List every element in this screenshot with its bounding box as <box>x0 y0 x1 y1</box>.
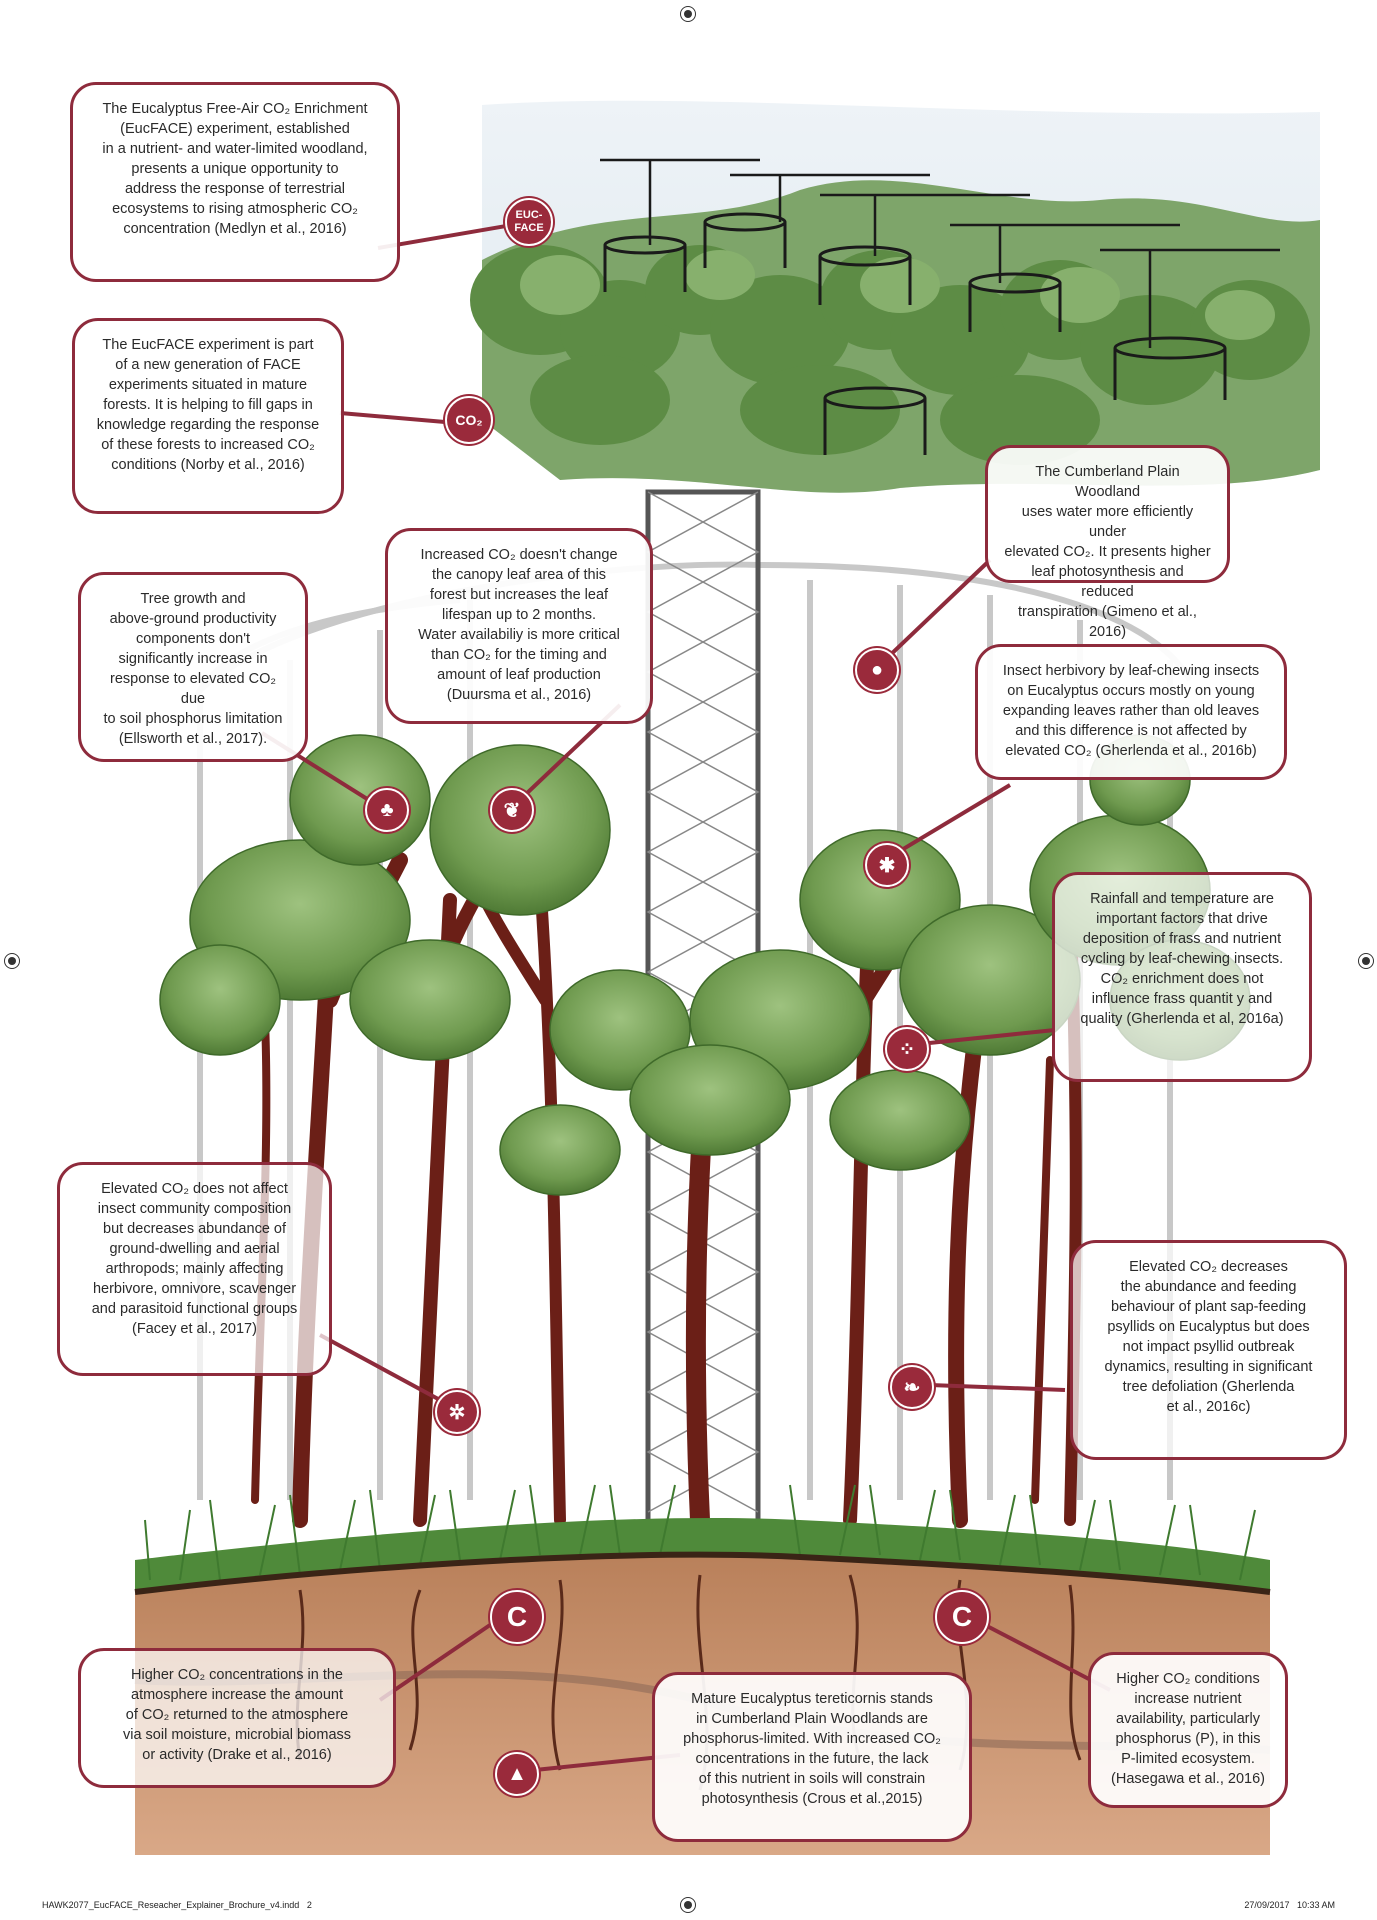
callout-text: Higher CO₂ conditions increase nutrient … <box>1111 1671 1265 1787</box>
registration-mark-left <box>4 953 20 969</box>
callout-text: Elevated CO₂ decreases the abundance and… <box>1104 1259 1313 1415</box>
callout-text: Rainfall and temperature are important f… <box>1080 891 1284 1027</box>
callout-text: Insect herbivory by leaf-chewing insects… <box>1002 663 1260 759</box>
ant-icon: ✲ <box>435 1390 479 1434</box>
callout-text: The Cumberland Plain Woodland uses water… <box>1004 464 1211 640</box>
callout-insect-community: Elevated CO₂ does not affect insect comm… <box>57 1162 332 1376</box>
tree-icon: ♣ <box>365 788 409 832</box>
callout-tree-growth: Tree growth and above-ground productivit… <box>78 572 308 762</box>
callout-text: Increased CO₂ doesn't change the canopy … <box>418 547 620 703</box>
callout-canopy-leaf: Increased CO₂ doesn't change the canopy … <box>385 528 653 724</box>
callout-new-generation: The EucFACE experiment is part of a new … <box>72 318 344 514</box>
eucface-badge-icon: EUC- FACE <box>505 198 553 246</box>
callout-nutrient-availability: Higher CO₂ conditions increase nutrient … <box>1088 1652 1288 1808</box>
water-drop-icon: ● <box>855 648 899 692</box>
callout-text: The Eucalyptus Free-Air CO₂ Enrichment (… <box>102 101 368 237</box>
callout-frass: Rainfall and temperature are important f… <box>1052 872 1312 1082</box>
callout-text: Tree growth and above-ground productivit… <box>103 591 283 747</box>
soil-pile-icon: ▲ <box>495 1752 539 1796</box>
callout-text: Mature Eucalyptus tereticornis stands in… <box>683 1691 941 1807</box>
carbon-left-icon: C <box>490 1590 544 1644</box>
callout-psyllids: Elevated CO₂ decreases the abundance and… <box>1070 1240 1347 1460</box>
callout-eucface-intro: The Eucalyptus Free-Air CO₂ Enrichment (… <box>70 82 400 282</box>
callout-text: The EucFACE experiment is part of a new … <box>96 337 320 473</box>
callout-insect-herbivory: Insect herbivory by leaf-chewing insects… <box>975 644 1287 780</box>
registration-mark-bottom <box>680 1897 696 1913</box>
callout-text: Elevated CO₂ does not affect insect comm… <box>91 1181 298 1337</box>
callout-water-efficiency: The Cumberland Plain Woodland uses water… <box>985 445 1230 640</box>
callout-soil-co2: Higher CO₂ concentrations in the atmosph… <box>78 1648 396 1788</box>
registration-mark-top <box>680 6 696 22</box>
carbon-right-icon: C <box>935 1590 989 1644</box>
footer-filename: HAWK2077_EucFACE_Reseacher_Explainer_Bro… <box>42 1900 312 1910</box>
aerial-scene <box>470 100 1320 493</box>
callout-phosphorus-limited: Mature Eucalyptus tereticornis stands in… <box>652 1672 972 1842</box>
registration-mark-right <box>1358 953 1374 969</box>
callout-text: Higher CO₂ concentrations in the atmosph… <box>122 1667 352 1763</box>
co2-badge-icon: CO₂ <box>445 396 493 444</box>
footer-timestamp: 27/09/2017 10:33 AM <box>1244 1900 1335 1910</box>
insect-icon: ✱ <box>865 843 909 887</box>
psyllid-icon: ❧ <box>890 1365 934 1409</box>
leaf-icon: ❦ <box>490 788 534 832</box>
frass-icon: ⁘ <box>885 1027 929 1071</box>
